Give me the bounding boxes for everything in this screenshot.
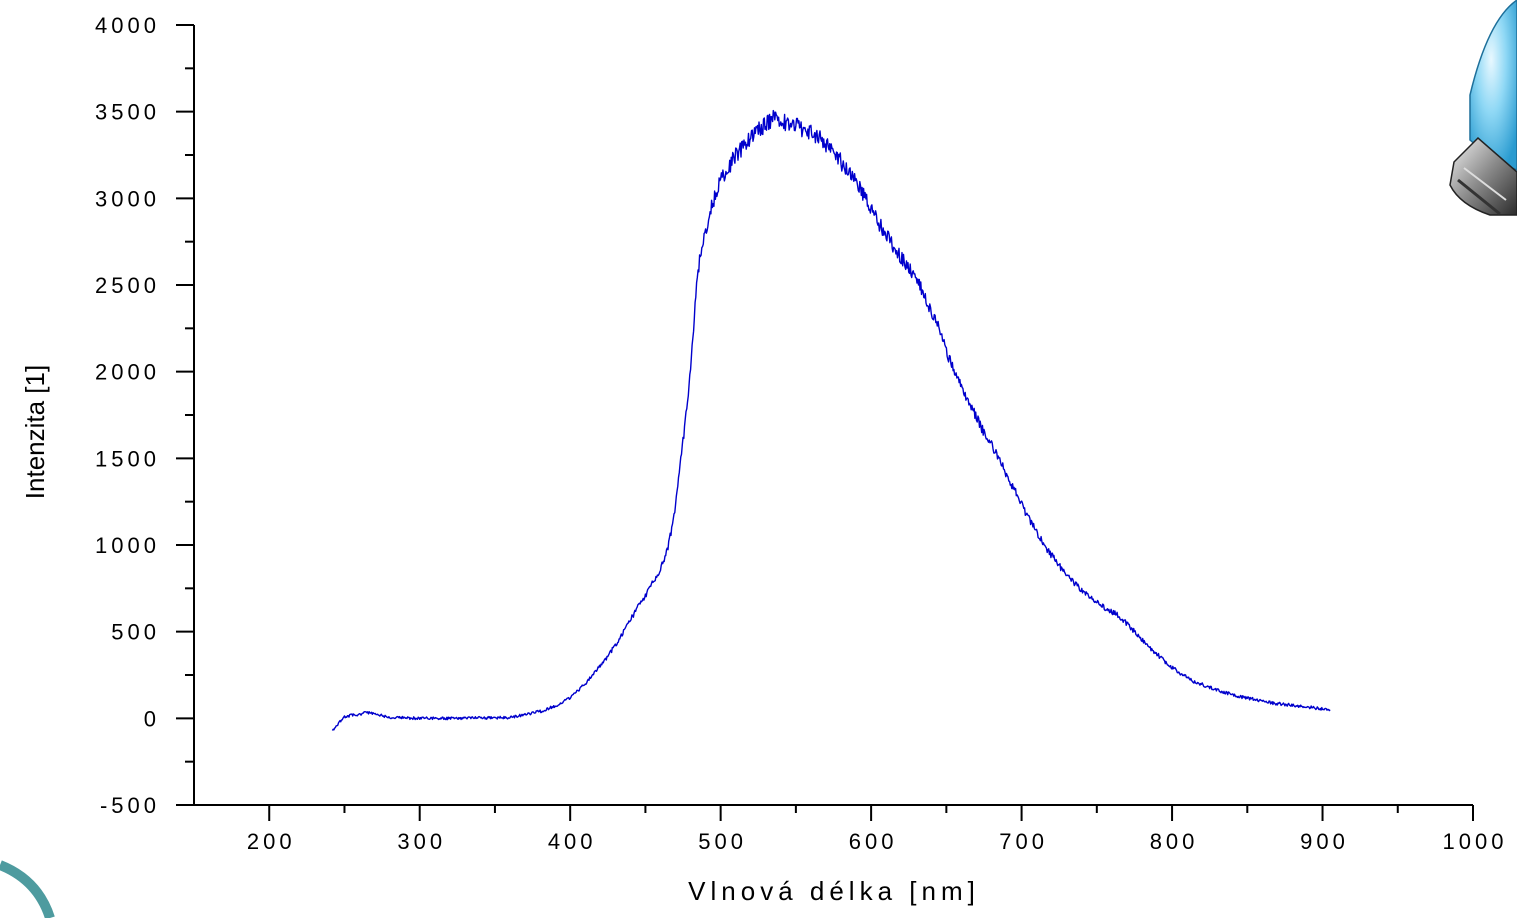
y-tick-label: 1500 (95, 446, 160, 471)
y-tick-label: 3500 (95, 100, 160, 125)
plot-area (331, 109, 1331, 731)
y-tick-label: 1000 (95, 533, 160, 558)
x-tick-label: 200 (247, 829, 296, 854)
axes: -500 0 500 1000 1500 2000 2500 3000 3500 4000 200 3… (95, 13, 1508, 854)
y-tick-label: 500 (111, 620, 160, 645)
x-tick-label: 900 (1300, 829, 1349, 854)
x-tick-label: 500 (698, 829, 747, 854)
y-tick-label: 0 (144, 706, 160, 731)
x-tick-label: 400 (548, 829, 597, 854)
y-tick-label: 4000 (95, 13, 160, 38)
light-bulb-icon (1449, 0, 1517, 216)
y-axis-title: Intenzita [1] (20, 365, 50, 499)
y-tick-label: 2000 (95, 360, 160, 385)
y-tick-label: 2500 (95, 273, 160, 298)
decorative-arc (0, 860, 55, 918)
x-tick-label: 600 (849, 829, 898, 854)
y-tick-label: -500 (100, 793, 160, 818)
x-tick-label: 800 (1150, 829, 1199, 854)
x-tick-label: 700 (999, 829, 1048, 854)
x-tick-label: 1000 (1443, 829, 1508, 854)
y-tick-label: 3000 (95, 186, 160, 211)
x-axis-title: Vlnová délka [nm] (688, 876, 980, 906)
series-line (331, 109, 1331, 731)
x-tick-label: 300 (397, 829, 446, 854)
